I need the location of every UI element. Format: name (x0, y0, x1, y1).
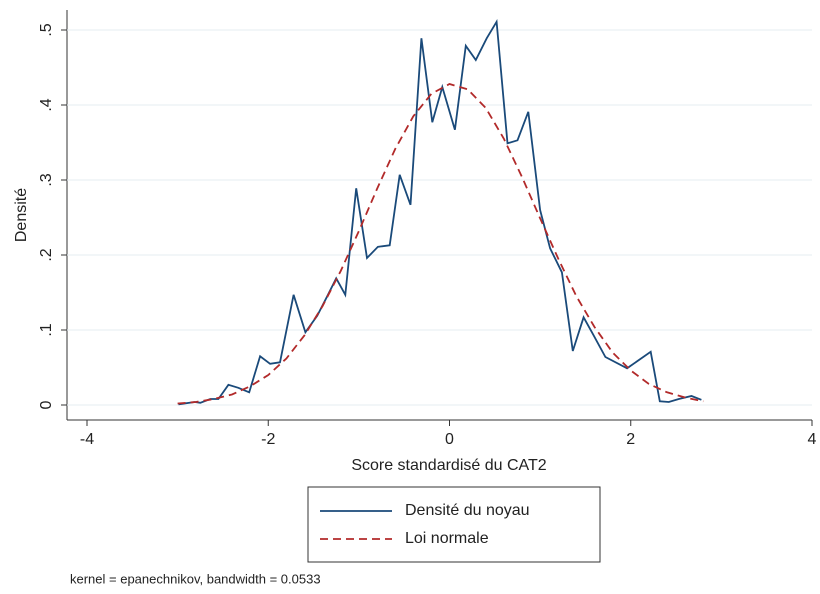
legend-box (307, 486, 601, 563)
x-axis-label: Score standardisé du CAT2 (351, 457, 546, 474)
y-tick-label: .1 (38, 323, 55, 336)
series-line (177, 83, 704, 405)
y-tick-label: .2 (38, 248, 55, 261)
y-tick-label: .5 (38, 23, 55, 36)
legend-label: Loi normale (405, 530, 489, 547)
x-tick-label: -2 (261, 431, 275, 448)
note: kernel = epanechnikov, bandwidth = 0.053… (70, 571, 321, 586)
x-tick-label: 0 (445, 431, 454, 448)
y-tick-label: .3 (38, 173, 55, 186)
x-tick-label: 2 (626, 431, 635, 448)
x-tick-label: -4 (80, 431, 94, 448)
series-line (178, 18, 702, 406)
x-tick-label: 4 (808, 431, 817, 448)
y-axis-label: Densité (13, 188, 30, 242)
y-tick-label: .4 (38, 98, 55, 111)
legend-label: Densité du noyau (405, 502, 530, 519)
y-tick-label: 0 (38, 400, 55, 409)
